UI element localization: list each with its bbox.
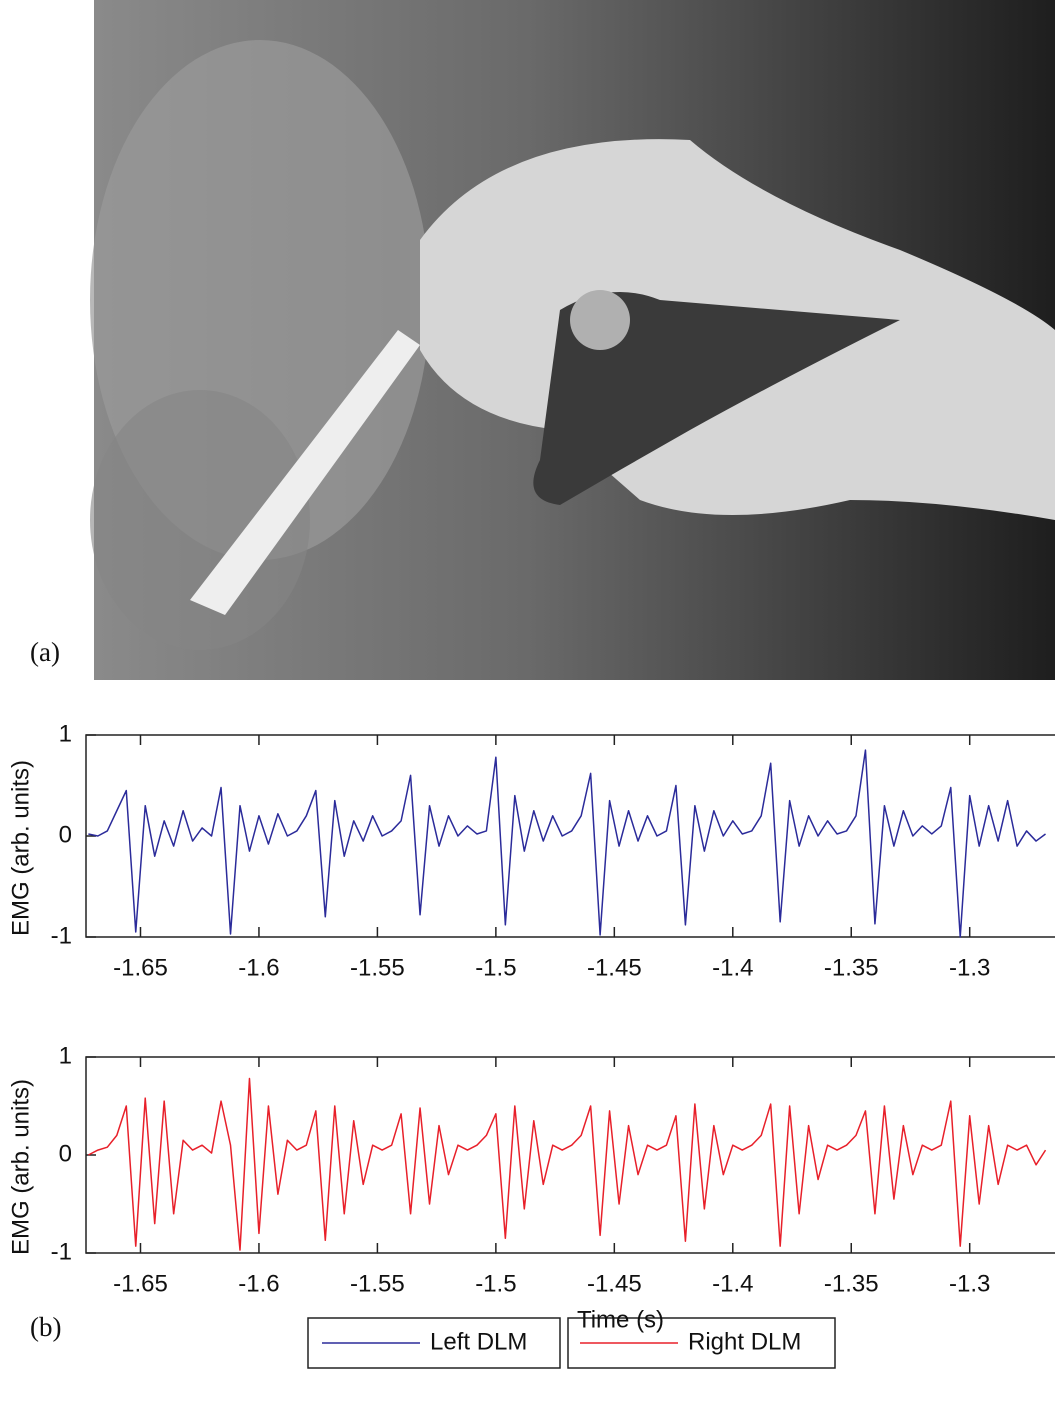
legend-label: Right DLM [688,1328,801,1355]
x-tick-label: -1.55 [350,954,405,981]
y-axis-label: EMG (arb. units) [7,760,34,936]
x-tick-label: -1.65 [113,1270,168,1297]
line [88,750,1045,937]
photo [90,0,1055,680]
x-tick-label: -1.4 [712,954,753,981]
x-tick-label: -1.45 [587,954,642,981]
x-tick-label: -1.45 [587,1270,642,1297]
x-axis-label: Time (s) [577,1306,664,1333]
y-tick-label: 1 [59,720,72,747]
x-tick-label: -1.6 [238,1270,279,1297]
panel-label: (a) [30,637,60,667]
x-tick-label: -1.55 [350,1270,405,1297]
y-axis-label: EMG (arb. units) [7,1079,34,1255]
x-tick-label: -1.3 [949,954,990,981]
figure: (a) (b) Left DLM Right DLM -1 0 1 -1.65 -1.6… [0,0,1055,1402]
y-tick-label: 1 [59,1042,72,1069]
x-tick-label: -1.3 [949,1270,990,1297]
axes [86,735,1055,937]
y-tick-label: 0 [59,821,72,848]
legend: Left DLM Right DLM [308,1318,835,1368]
x-tick-label: -1.4 [712,1270,753,1297]
x-tick-label: -1.6 [238,954,279,981]
panel-label: (b) [30,1312,61,1342]
x-tick-label: -1.35 [824,954,879,981]
y-tick-label: -1 [51,922,72,949]
legend-label: Left DLM [430,1328,527,1355]
line [88,1079,1045,1251]
x-tick-label: -1.5 [475,954,516,981]
y-tick-label: 0 [59,1140,72,1167]
x-tick-label: -1.5 [475,1270,516,1297]
x-tick-label: -1.35 [824,1270,879,1297]
y-tick-label: -1 [51,1238,72,1265]
x-tick-label: -1.65 [113,954,168,981]
